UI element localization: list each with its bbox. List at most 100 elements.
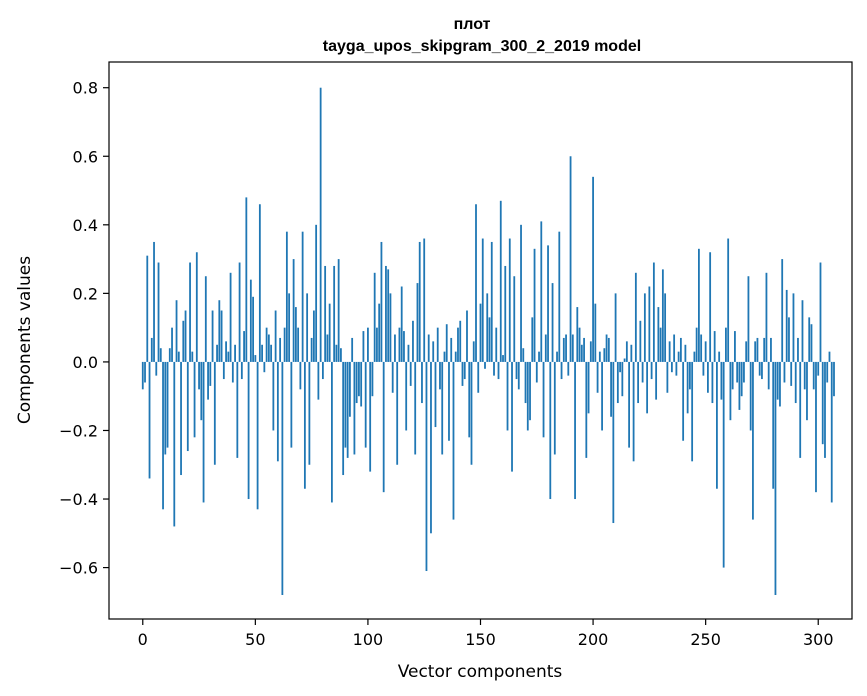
bar-278 bbox=[767, 361, 770, 390]
bar-218 bbox=[632, 361, 635, 462]
bar-38 bbox=[227, 351, 230, 362]
bar-287 bbox=[788, 317, 790, 362]
bar-24 bbox=[195, 252, 198, 362]
bar-26 bbox=[200, 361, 203, 421]
bar-259 bbox=[725, 327, 727, 362]
bar-10 bbox=[164, 361, 167, 455]
bar-28 bbox=[204, 276, 207, 362]
bar-78 bbox=[317, 361, 320, 400]
bar-226 bbox=[650, 361, 653, 380]
bar-72 bbox=[303, 361, 306, 489]
bar-63 bbox=[283, 327, 286, 362]
bar-31 bbox=[211, 310, 214, 362]
bar-176 bbox=[538, 351, 540, 362]
x-tick-label-100: 100 bbox=[353, 630, 384, 649]
bar-148 bbox=[475, 204, 477, 362]
bar-286 bbox=[785, 289, 788, 362]
bar-82 bbox=[326, 334, 329, 362]
bar-117 bbox=[405, 361, 408, 431]
bar-175 bbox=[535, 361, 538, 383]
bar-32 bbox=[213, 361, 216, 465]
bar-245 bbox=[693, 351, 696, 362]
bar-267 bbox=[743, 361, 745, 383]
bar-184 bbox=[556, 351, 558, 362]
bar-250 bbox=[704, 341, 707, 362]
bar-149 bbox=[477, 361, 480, 393]
bar-121 bbox=[414, 361, 417, 455]
bar-43 bbox=[238, 262, 241, 362]
bar-41 bbox=[234, 344, 236, 362]
bar-140 bbox=[457, 327, 459, 362]
bar-8 bbox=[159, 348, 162, 362]
bar-23 bbox=[193, 361, 196, 438]
bar-165 bbox=[513, 276, 516, 362]
bar-25 bbox=[198, 361, 200, 390]
bar-134 bbox=[443, 351, 446, 362]
bar-195 bbox=[580, 344, 583, 362]
bar-101 bbox=[369, 361, 372, 472]
bar-129 bbox=[432, 341, 435, 362]
bar-273 bbox=[756, 337, 759, 362]
bar-4 bbox=[150, 337, 153, 362]
bar-272 bbox=[754, 341, 757, 362]
bar-100 bbox=[367, 327, 369, 362]
bar-34 bbox=[218, 300, 221, 362]
bar-106 bbox=[380, 241, 383, 362]
y-tick-label-1: −0.4 bbox=[59, 490, 98, 509]
bar-275 bbox=[761, 361, 763, 380]
bar-206 bbox=[605, 334, 608, 362]
bar-238 bbox=[677, 351, 680, 362]
bar-271 bbox=[752, 361, 754, 520]
bar-219 bbox=[634, 272, 637, 362]
bar-93 bbox=[351, 337, 354, 362]
bar-168 bbox=[520, 224, 522, 362]
bar-120 bbox=[412, 320, 414, 362]
bar-27 bbox=[202, 361, 205, 503]
bar-178 bbox=[542, 361, 545, 438]
bar-230 bbox=[659, 327, 662, 362]
bar-207 bbox=[607, 337, 610, 362]
bar-185 bbox=[558, 231, 561, 362]
bar-152 bbox=[484, 361, 486, 369]
bar-76 bbox=[312, 310, 315, 362]
bar-111 bbox=[391, 361, 394, 393]
bar-107 bbox=[382, 361, 385, 493]
bar-37 bbox=[225, 341, 227, 362]
bar-183 bbox=[553, 361, 556, 455]
bar-89 bbox=[342, 361, 345, 476]
bar-282 bbox=[776, 361, 779, 400]
bar-199 bbox=[589, 341, 592, 362]
bar-35 bbox=[220, 310, 223, 362]
bar-179 bbox=[544, 334, 547, 362]
bar-54 bbox=[263, 361, 266, 373]
y-tick-label-7: 0.8 bbox=[73, 79, 98, 98]
bar-7 bbox=[157, 262, 160, 362]
bar-212 bbox=[619, 361, 621, 373]
bar-182 bbox=[551, 283, 554, 362]
bar-203 bbox=[598, 351, 601, 362]
bar-64 bbox=[285, 231, 288, 362]
x-tick-label-50: 50 bbox=[245, 630, 265, 649]
bar-125 bbox=[423, 238, 426, 362]
bar-51 bbox=[256, 361, 259, 510]
bar-297 bbox=[810, 324, 813, 362]
bar-189 bbox=[567, 361, 570, 376]
bar-116 bbox=[403, 331, 405, 362]
bar-115 bbox=[400, 286, 403, 362]
bar-234 bbox=[668, 341, 671, 362]
bar-22 bbox=[191, 351, 194, 362]
bar-249 bbox=[702, 361, 705, 376]
bar-288 bbox=[790, 361, 793, 386]
bar-159 bbox=[499, 200, 502, 362]
bar-161 bbox=[504, 265, 507, 362]
bar-136 bbox=[448, 361, 450, 441]
bar-254 bbox=[713, 331, 716, 362]
bar-258 bbox=[722, 361, 725, 568]
bar-113 bbox=[396, 361, 399, 465]
bar-57 bbox=[270, 344, 273, 362]
bar-86 bbox=[335, 344, 338, 362]
bar-42 bbox=[236, 361, 239, 458]
bar-276 bbox=[763, 337, 766, 362]
bar-222 bbox=[641, 361, 644, 383]
bar-261 bbox=[729, 361, 732, 421]
